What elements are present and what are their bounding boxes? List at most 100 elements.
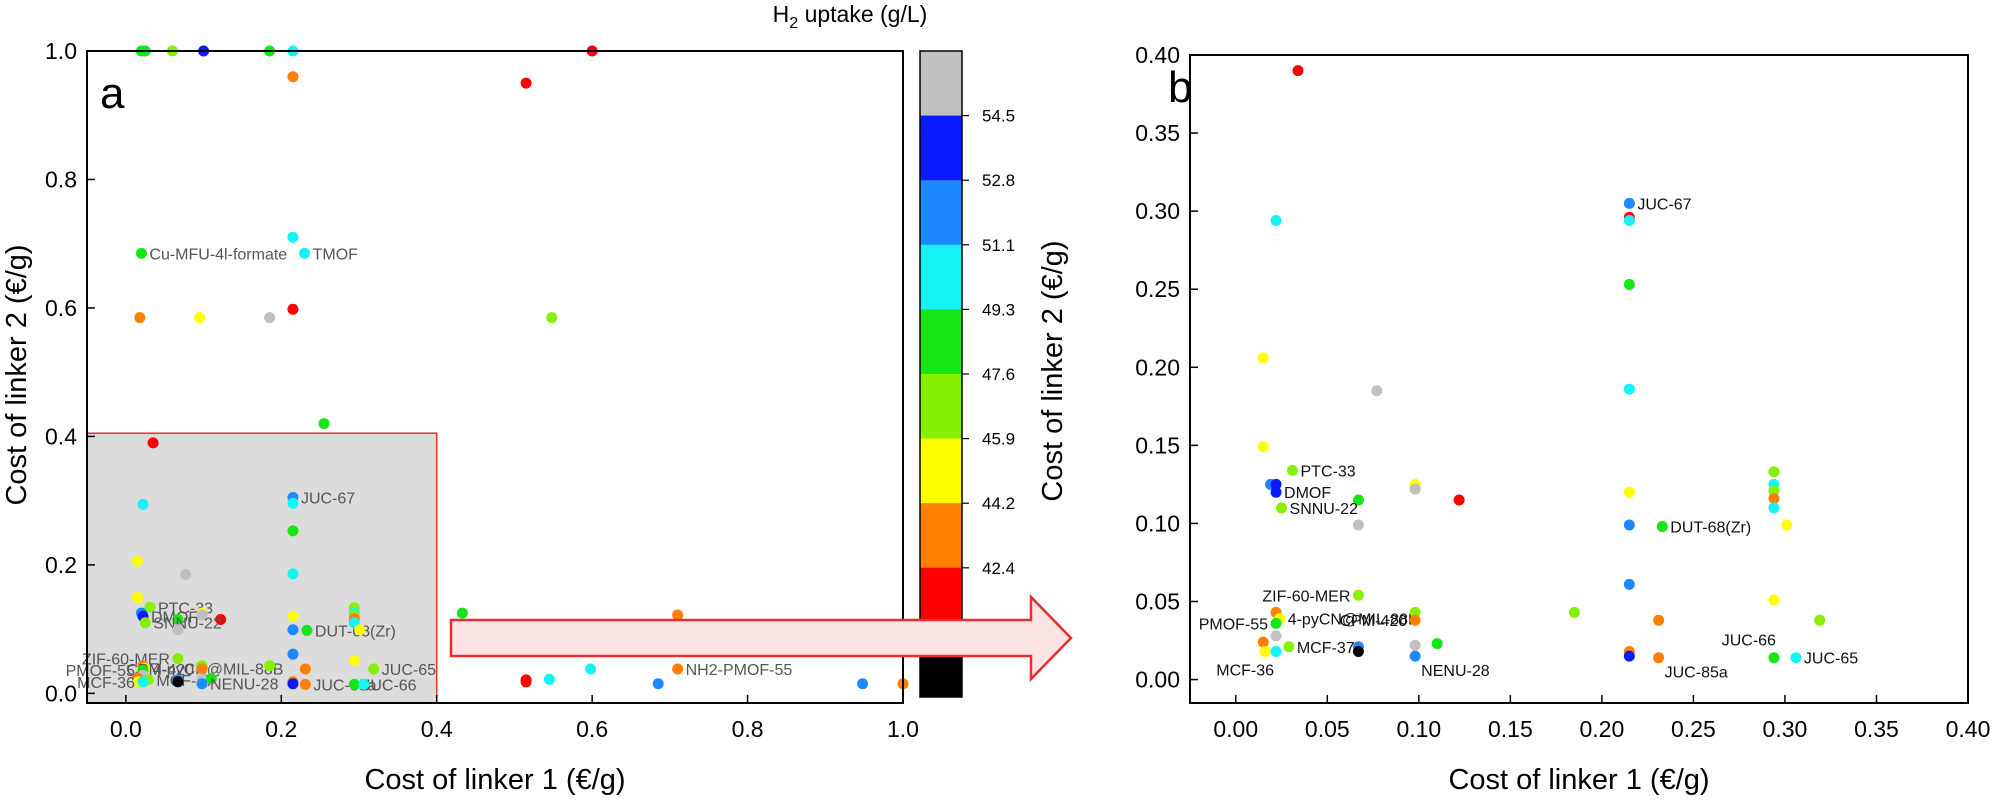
data-point — [194, 312, 206, 324]
data-point — [287, 71, 299, 83]
colorbar-band — [920, 309, 962, 375]
x-tick-label: 0.00 — [1213, 716, 1258, 742]
data-point — [1453, 494, 1465, 506]
y-tick-label: 0.00 — [1135, 667, 1180, 693]
data-point — [1814, 614, 1826, 626]
data-point — [1568, 606, 1580, 618]
data-point — [1768, 502, 1780, 514]
x-tick-label: 0.6 — [576, 716, 608, 742]
data-point — [354, 624, 366, 636]
data-point — [180, 569, 192, 581]
colorbar-title-subscript: 2 — [789, 15, 798, 32]
data-point — [287, 624, 299, 636]
point-label: NENU-28 — [1421, 663, 1490, 680]
data-point — [139, 617, 151, 629]
point-label: NENU-28 — [210, 677, 279, 694]
data-point — [1409, 639, 1421, 651]
data-point — [1409, 650, 1421, 662]
x-tick-label: 0.05 — [1305, 716, 1350, 742]
y-tick-label: 0.15 — [1135, 432, 1180, 458]
point-label: MCF-37 — [1297, 640, 1355, 657]
panel-b-x-axis-label: Cost of linker 1 (€/g) — [1448, 764, 1709, 796]
data-point — [299, 663, 311, 675]
data-point — [287, 568, 299, 580]
colorbar-tick-label: 47.6 — [982, 365, 1015, 384]
x-tick-label: 0.20 — [1579, 716, 1624, 742]
data-point — [264, 660, 276, 672]
y-tick-label: 1.0 — [45, 38, 77, 64]
colorbar-band — [920, 503, 962, 569]
data-point — [196, 678, 208, 690]
y-tick-label: 0.20 — [1135, 354, 1180, 380]
data-point — [652, 678, 664, 690]
colorbar-tick-label: 54.5 — [982, 107, 1015, 126]
colorbar-title-rest: uptake (g/L) — [798, 1, 927, 27]
data-point — [137, 499, 149, 511]
point-label: JUC-85a — [1665, 665, 1728, 682]
data-point — [1768, 652, 1780, 664]
point-label: TMOF — [313, 246, 359, 263]
data-point — [1653, 614, 1665, 626]
point-label: 4-pyCN@MIL-88B — [1288, 612, 1419, 629]
data-point — [1270, 478, 1282, 490]
data-point — [1270, 215, 1282, 227]
point-label: CPM-420 — [1340, 613, 1408, 630]
point-label: ZIF-60-MER — [1262, 588, 1350, 605]
data-point — [1283, 641, 1295, 653]
data-point — [543, 673, 555, 685]
data-point — [1623, 383, 1635, 395]
y-tick-label: 0.35 — [1135, 120, 1180, 146]
point-label: JUC-66 — [362, 677, 416, 694]
data-point — [585, 663, 597, 675]
data-point — [546, 312, 558, 324]
point-label: JUC-66 — [1722, 633, 1776, 650]
data-point — [1270, 645, 1282, 657]
point-label: 4-pyCN@MIL-88B — [153, 661, 284, 678]
data-point — [1371, 385, 1383, 397]
data-point — [287, 678, 299, 690]
y-tick-label: 0.6 — [45, 295, 77, 321]
panel-a-y-axis-label: Cost of linker 2 (€/g) — [1, 244, 33, 505]
data-point — [287, 610, 299, 622]
point-label: PMOF-55 — [66, 663, 135, 680]
data-point — [1623, 197, 1635, 209]
y-tick-label: 0.8 — [45, 166, 77, 192]
data-point — [172, 613, 184, 625]
data-point — [1790, 652, 1802, 664]
data-point — [1431, 638, 1443, 650]
zoom-arrow — [449, 593, 1073, 683]
x-tick-label: 0.8 — [732, 716, 764, 742]
panel-b-plot-frame — [1189, 54, 1969, 704]
panel-a-plot-frame — [86, 50, 904, 704]
x-tick-label: 0.2 — [265, 716, 297, 742]
data-point — [1276, 502, 1288, 514]
colorbar-tick-label: 45.9 — [982, 430, 1015, 449]
x-tick-label: 0.35 — [1854, 716, 1899, 742]
data-point — [348, 678, 360, 690]
data-point — [132, 592, 144, 604]
data-point — [264, 312, 276, 324]
data-point — [144, 601, 156, 613]
x-tick-label: 0.40 — [1946, 716, 1991, 742]
data-point — [172, 624, 184, 636]
colorbar-band — [920, 115, 962, 181]
data-point — [1623, 486, 1635, 498]
data-point — [134, 312, 146, 324]
data-point — [318, 418, 330, 430]
data-point — [172, 653, 184, 665]
data-point — [137, 676, 149, 688]
data-point — [1257, 441, 1269, 453]
point-label: PTC-33 — [1301, 463, 1356, 480]
x-tick-label: 0.4 — [421, 716, 453, 742]
data-point — [172, 676, 184, 688]
x-tick-label: 1.0 — [887, 716, 919, 742]
point-label: PMOF-55 — [1199, 616, 1268, 633]
colorbar-tick-label: 44.2 — [982, 494, 1015, 513]
data-point — [1623, 519, 1635, 531]
data-point — [1352, 519, 1364, 531]
colorbar-bands — [920, 51, 962, 698]
data-point — [520, 676, 532, 688]
data-point — [368, 663, 380, 675]
colorbar-tick-label: 49.3 — [982, 300, 1015, 319]
